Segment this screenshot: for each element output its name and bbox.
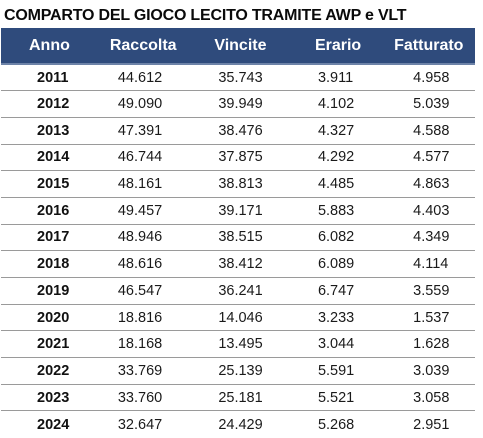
cell-fatturato: 4.958 xyxy=(381,64,475,92)
cell-anno: 2021 xyxy=(1,330,92,359)
cell-anno: 2017 xyxy=(1,224,92,252)
cell-vincite: 39.949 xyxy=(195,90,287,118)
cell-vincite: 38.813 xyxy=(195,170,287,198)
table-title: COMPARTO DEL GIOCO LECITO TRAMITE AWP e … xyxy=(4,7,407,24)
table-body: 2011 44.612 35.743 3.911 4.958 2012 49.090 39.9… xyxy=(1,64,475,438)
cell-vincite: 24.429 xyxy=(218,416,263,433)
cell-vincite: 38.476 xyxy=(195,117,287,145)
cell-fatturato: 5.039 xyxy=(381,90,475,118)
cell-anno: 2015 xyxy=(1,170,92,198)
cell-raccolta: 18.168 xyxy=(91,330,196,359)
cell-fatturato: 4.403 xyxy=(381,197,475,225)
cell-fatturato: 1.628 xyxy=(381,330,475,359)
table-row: 2020 18.816 14.046 3.233 1.537 xyxy=(1,304,475,332)
cell-fatturato: 1.537 xyxy=(381,304,475,332)
cell-raccolta: 48.946 xyxy=(91,224,196,252)
cell-vincite: 25.139 xyxy=(195,357,287,385)
cell-vincite: 37.875 xyxy=(195,144,287,172)
cell-erario: 3.233 xyxy=(286,304,382,332)
table-row: 2013 47.391 38.476 4.327 4.588 xyxy=(1,117,475,145)
cell-anno: 2016 xyxy=(1,197,92,225)
cell-erario: 5.883 xyxy=(286,197,382,225)
table-row: 2022 33.769 25.139 5.591 3.039 xyxy=(1,357,475,385)
cell-fatturato: 4.577 xyxy=(381,144,475,172)
table-row: 2011 44.612 35.743 3.911 4.958 xyxy=(1,64,475,92)
cell-fatturato: 3.039 xyxy=(381,357,475,385)
cell-vincite: 14.046 xyxy=(195,304,287,332)
cell-fatturato: 3.058 xyxy=(381,384,475,412)
cell-vincite: 13.495 xyxy=(195,330,287,359)
cell-fatturato: 4.349 xyxy=(381,224,475,252)
cell-anno: 2024 xyxy=(37,416,70,433)
cell-raccolta: 44.612 xyxy=(91,64,196,92)
cell-erario: 4.102 xyxy=(286,90,382,118)
cell-erario: 6.089 xyxy=(286,250,382,278)
cell-raccolta: 33.760 xyxy=(91,384,196,412)
cell-vincite: 25.181 xyxy=(195,384,287,412)
table-row: 2017 48.946 38.515 6.082 4.349 xyxy=(1,224,475,252)
table-row: 2018 48.616 38.412 6.089 4.114 xyxy=(1,250,475,278)
cell-vincite: 36.241 xyxy=(195,277,287,305)
table-row: 2023 33.760 25.181 5.521 3.058 xyxy=(1,384,475,412)
header-row: Anno Raccolta Vincite Erario Fatturato xyxy=(1,28,475,65)
cell-fatturato: 4.863 xyxy=(381,170,475,198)
cell-anno: 2022 xyxy=(1,357,92,385)
cell-vincite: 39.171 xyxy=(195,197,287,225)
cell-raccolta: 49.457 xyxy=(91,197,196,225)
cell-erario: 5.521 xyxy=(286,384,382,412)
table-row: 2024 32.647 24.429 5.268 2.951 xyxy=(1,411,475,438)
cell-anno: 2018 xyxy=(1,250,92,278)
cell-raccolta: 46.547 xyxy=(91,277,196,305)
column-header-anno: Anno xyxy=(1,28,92,65)
cell-raccolta: 18.816 xyxy=(91,304,196,332)
column-header-vincite: Vincite xyxy=(195,28,287,65)
table-row: 2015 48.161 38.813 4.485 4.863 xyxy=(1,170,475,198)
cell-anno: 2012 xyxy=(1,90,92,118)
cell-fatturato: 2.951 xyxy=(413,416,450,433)
column-header-erario: Erario xyxy=(286,28,382,65)
cell-raccolta: 48.161 xyxy=(91,170,196,198)
cell-anno: 2014 xyxy=(1,144,92,172)
cell-anno: 2013 xyxy=(1,117,92,145)
table-row: 2021 18.168 13.495 3.044 1.628 xyxy=(1,330,475,359)
table-row: 2019 46.547 36.241 6.747 3.559 xyxy=(1,277,475,305)
cell-vincite: 38.515 xyxy=(195,224,287,252)
cell-raccolta: 32.647 xyxy=(117,416,163,433)
cell-fatturato: 4.114 xyxy=(381,250,475,278)
cell-erario: 4.327 xyxy=(286,117,382,145)
cell-anno: 2020 xyxy=(1,304,92,332)
cell-anno: 2023 xyxy=(1,384,92,412)
cell-erario: 4.292 xyxy=(286,144,382,172)
cell-raccolta: 49.090 xyxy=(91,90,196,118)
cell-erario: 6.747 xyxy=(286,277,382,305)
cell-raccolta: 48.616 xyxy=(91,250,196,278)
cell-raccolta: 46.744 xyxy=(91,144,196,172)
table-row: 2016 49.457 39.171 5.883 4.403 xyxy=(1,197,475,225)
cell-erario: 3.911 xyxy=(286,64,382,92)
cell-fatturato: 4.588 xyxy=(381,117,475,145)
cell-erario: 5.591 xyxy=(286,357,382,385)
cell-erario: 3.044 xyxy=(286,330,382,359)
cell-anno: 2011 xyxy=(1,64,92,92)
cell-raccolta: 47.391 xyxy=(91,117,196,145)
cell-erario: 5.268 xyxy=(317,416,355,433)
column-header-raccolta: Raccolta xyxy=(91,28,196,65)
data-table: Anno Raccolta Vincite Erario Fatturato 2… xyxy=(1,28,475,438)
cell-fatturato: 3.559 xyxy=(381,277,475,305)
cell-erario: 4.485 xyxy=(286,170,382,198)
cell-raccolta: 33.769 xyxy=(91,357,196,385)
cell-vincite: 38.412 xyxy=(195,250,287,278)
cell-vincite: 35.743 xyxy=(195,64,287,92)
column-header-fatturato: Fatturato xyxy=(381,28,475,65)
cell-erario: 6.082 xyxy=(286,224,382,252)
cell-anno: 2019 xyxy=(1,277,92,305)
table-row: 2012 49.090 39.949 4.102 5.039 xyxy=(1,90,475,118)
table-row: 2014 46.744 37.875 4.292 4.577 xyxy=(1,144,475,172)
